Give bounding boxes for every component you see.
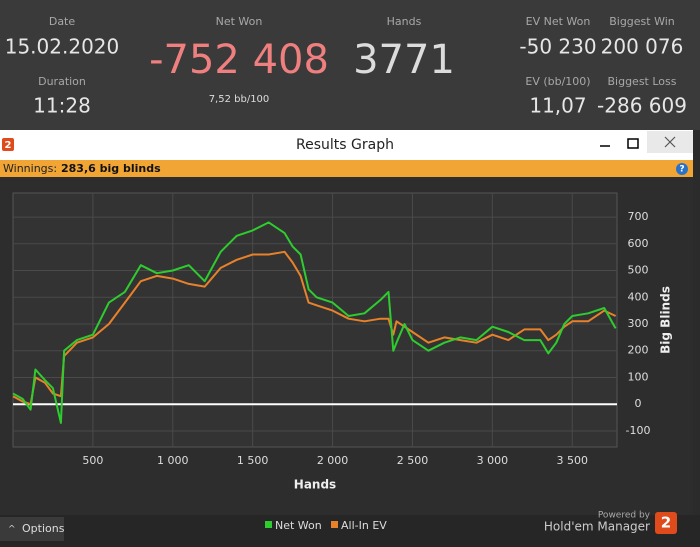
title-bar [0,130,693,160]
legend-label: All-In EV [341,519,387,532]
maximize-button[interactable] [627,138,639,149]
x-tick-label: 500 [82,454,103,467]
x-axis-label: Hands [294,478,336,492]
stat-label: Biggest Loss [607,75,676,88]
chart: 500 1 000 1 500 2 000 2 500 3 000 3 500 -100 0 10… [12,193,673,492]
help-button[interactable] [676,163,688,175]
stat-value: 7,52 bb/100 [209,94,270,105]
y-tick-label: 400 [628,290,649,303]
x-tick-label: 3 500 [557,454,589,467]
stat-label: Net Won [216,15,263,28]
brand-text: Hold'em Manager [544,520,650,534]
stat-label: Duration [38,75,86,88]
y-axis-label: Big Blinds [659,286,673,354]
stat-value: -752 408 [149,37,329,83]
legend-swatch [265,521,272,528]
options-caret: ^ [8,525,16,535]
stats-panel [0,0,700,130]
x-tick-label: 1 000 [157,454,189,467]
powered-text: Powered by [598,511,651,521]
y-tick-label: 200 [628,344,649,357]
x-tick-label: 2 500 [397,454,429,467]
stat-label: EV Net Won [526,15,591,28]
options-text: Options [22,522,65,535]
app-icon-text: 2 [5,140,12,151]
y-tick-label: 500 [628,264,649,277]
y-tick-label: 600 [628,237,649,250]
x-tick-label: 3 000 [477,454,509,467]
stat-value: 200 076 [601,35,684,59]
stat-value: 11:28 [33,94,91,118]
stat-value: 11,07 [529,94,586,118]
stat-value: 15.02.2020 [5,35,120,59]
legend-swatch [331,521,338,528]
y-tick-label: 100 [628,370,649,383]
y-tick-label: 300 [628,317,649,330]
stat-label: Hands [387,15,422,28]
x-tick-label: 1 500 [237,454,269,467]
y-tick-label: -100 [626,424,651,437]
series-line [12,250,617,406]
x-tick-label: 2 000 [317,454,349,467]
plot-area [12,192,618,448]
window-title: Results Graph [296,137,394,153]
options-button[interactable] [0,517,64,541]
y-tick-label: 0 [635,397,642,410]
stat-label: Date [49,15,76,28]
winnings-label: Winnings: [3,162,57,175]
legend-label: Net Won [275,519,322,532]
brand-logo [655,512,677,534]
brand-logo-text: 2 [661,514,671,532]
y-tick-label: 700 [628,210,649,223]
stat-label: EV (bb/100) [525,75,590,88]
help-text: ? [679,165,684,175]
winnings-value: 283,6 big blinds [61,162,161,175]
close-icon [664,136,676,148]
stat-value: -286 609 [597,94,687,118]
series-line [12,221,617,424]
stat-label: Biggest Win [609,15,675,28]
app-icon [2,138,14,151]
winnings-bar [0,160,693,177]
stat-value: 3771 [353,37,455,83]
footer [0,515,700,547]
stat-value: -50 230 [519,35,596,59]
